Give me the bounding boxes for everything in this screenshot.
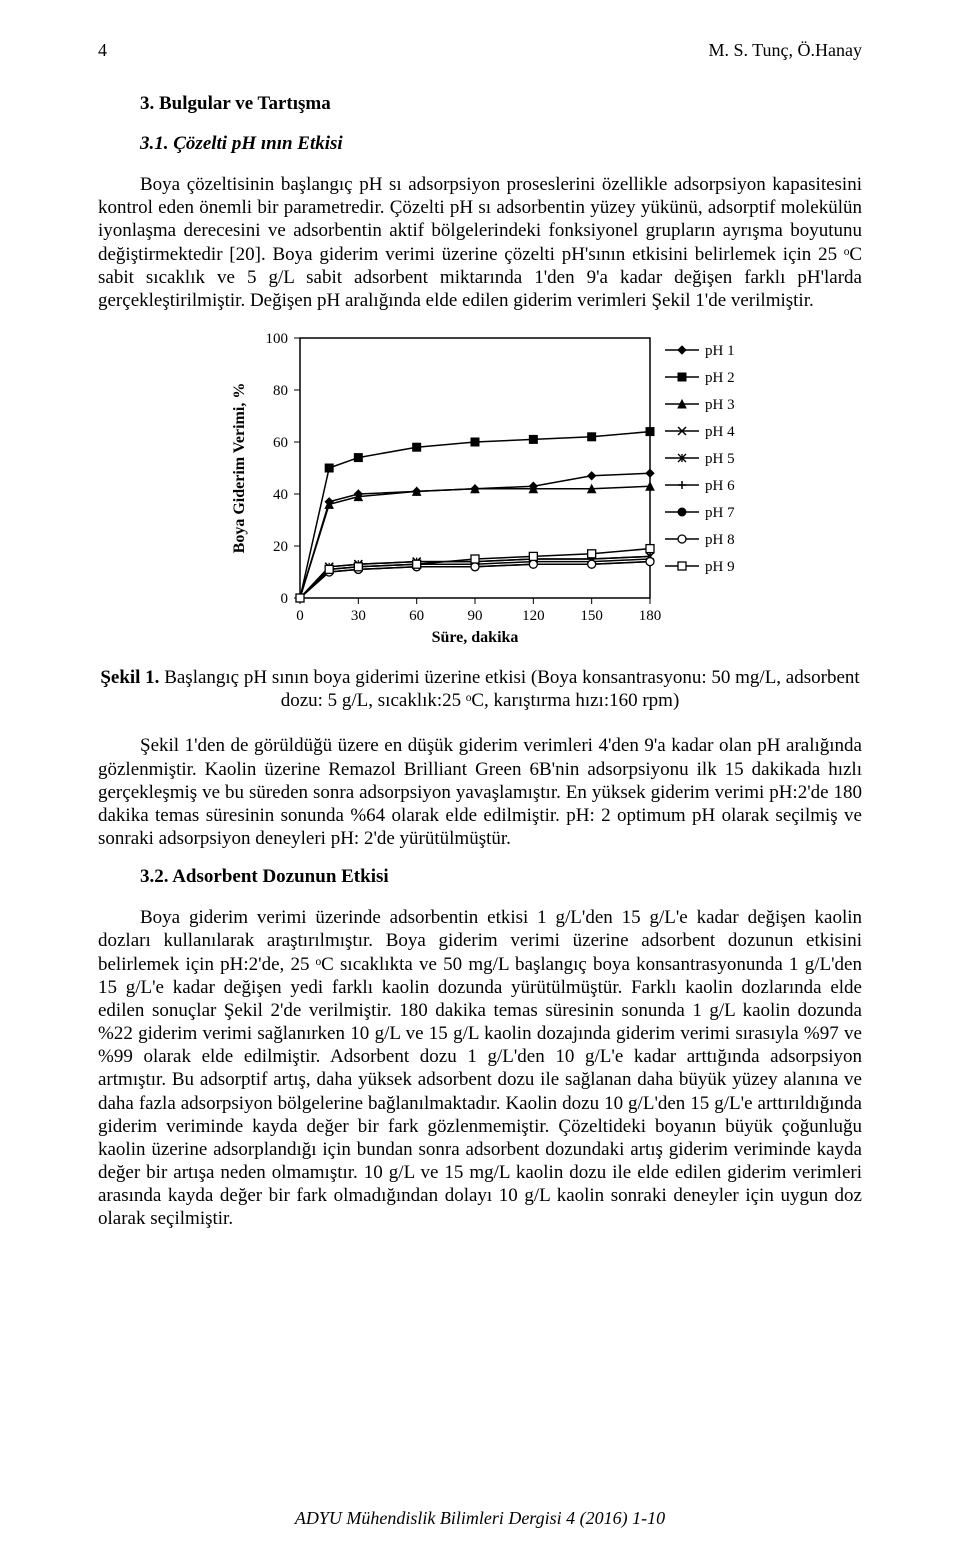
svg-text:pH 4: pH 4 [705, 424, 735, 440]
svg-text:60: 60 [409, 608, 424, 624]
svg-text:pH 8: pH 8 [705, 532, 735, 548]
section-3-2-title: 3.2. Adsorbent Dozunun Etkisi [98, 866, 862, 888]
section-3-title: 3. Bulgular ve Tartışma [98, 93, 862, 115]
svg-text:150: 150 [580, 608, 603, 624]
figure-1-caption-text: Başlangıç pH sının boya giderimi üzerine… [159, 667, 859, 711]
figure-1-chart: 0 30 60 90 120 150 180 0 20 40 60 80 100 Süre, dakika… [200, 328, 760, 658]
svg-text:pH 9: pH 9 [705, 559, 735, 575]
svg-text:0: 0 [281, 591, 289, 607]
svg-text:120: 120 [522, 608, 545, 624]
svg-text:30: 30 [351, 608, 366, 624]
svg-text:pH 3: pH 3 [705, 397, 735, 413]
paragraph-1: Boya çözeltisinin başlangıç pH sı adsorp… [98, 173, 862, 312]
svg-text:180: 180 [639, 608, 662, 624]
svg-text:20: 20 [273, 539, 288, 555]
svg-text:pH 5: pH 5 [705, 451, 735, 467]
svg-text:pH 7: pH 7 [705, 505, 735, 521]
svg-text:pH 2: pH 2 [705, 370, 735, 386]
figure-1-wrap: 0 30 60 90 120 150 180 0 20 40 60 80 100 Süre, dakika… [98, 328, 862, 658]
svg-text:0: 0 [296, 608, 304, 624]
running-head: M. S. Tunç, Ö.Hanay [708, 40, 862, 61]
svg-text:60: 60 [273, 435, 288, 451]
svg-text:Boya Giderim Verimi, %: Boya Giderim Verimi, % [231, 383, 248, 554]
page-number: 4 [98, 40, 107, 61]
svg-text:Süre, dakika: Süre, dakika [432, 629, 519, 646]
svg-text:pH 6: pH 6 [705, 478, 735, 494]
svg-text:100: 100 [266, 331, 289, 347]
svg-text:90: 90 [468, 608, 483, 624]
running-header: 4 M. S. Tunç, Ö.Hanay [98, 40, 862, 61]
svg-text:80: 80 [273, 383, 288, 399]
section-3-1-title: 3.1. Çözelti pH ının Etkisi [98, 133, 862, 155]
svg-text:40: 40 [273, 487, 288, 503]
figure-1-caption: Şekil 1. Başlangıç pH sının boya giderim… [98, 666, 862, 712]
figure-1-caption-label: Şekil 1. [100, 667, 159, 688]
svg-text:pH 1: pH 1 [705, 343, 735, 359]
page-footer: ADYU Mühendislik Bilimleri Dergisi 4 (20… [0, 1508, 960, 1529]
page: 4 M. S. Tunç, Ö.Hanay 3. Bulgular ve Tar… [0, 0, 960, 1559]
paragraph-2: Şekil 1'den de görüldüğü üzere en düşük … [98, 734, 862, 850]
paragraph-3: Boya giderim verimi üzerinde adsorbentin… [98, 906, 862, 1230]
